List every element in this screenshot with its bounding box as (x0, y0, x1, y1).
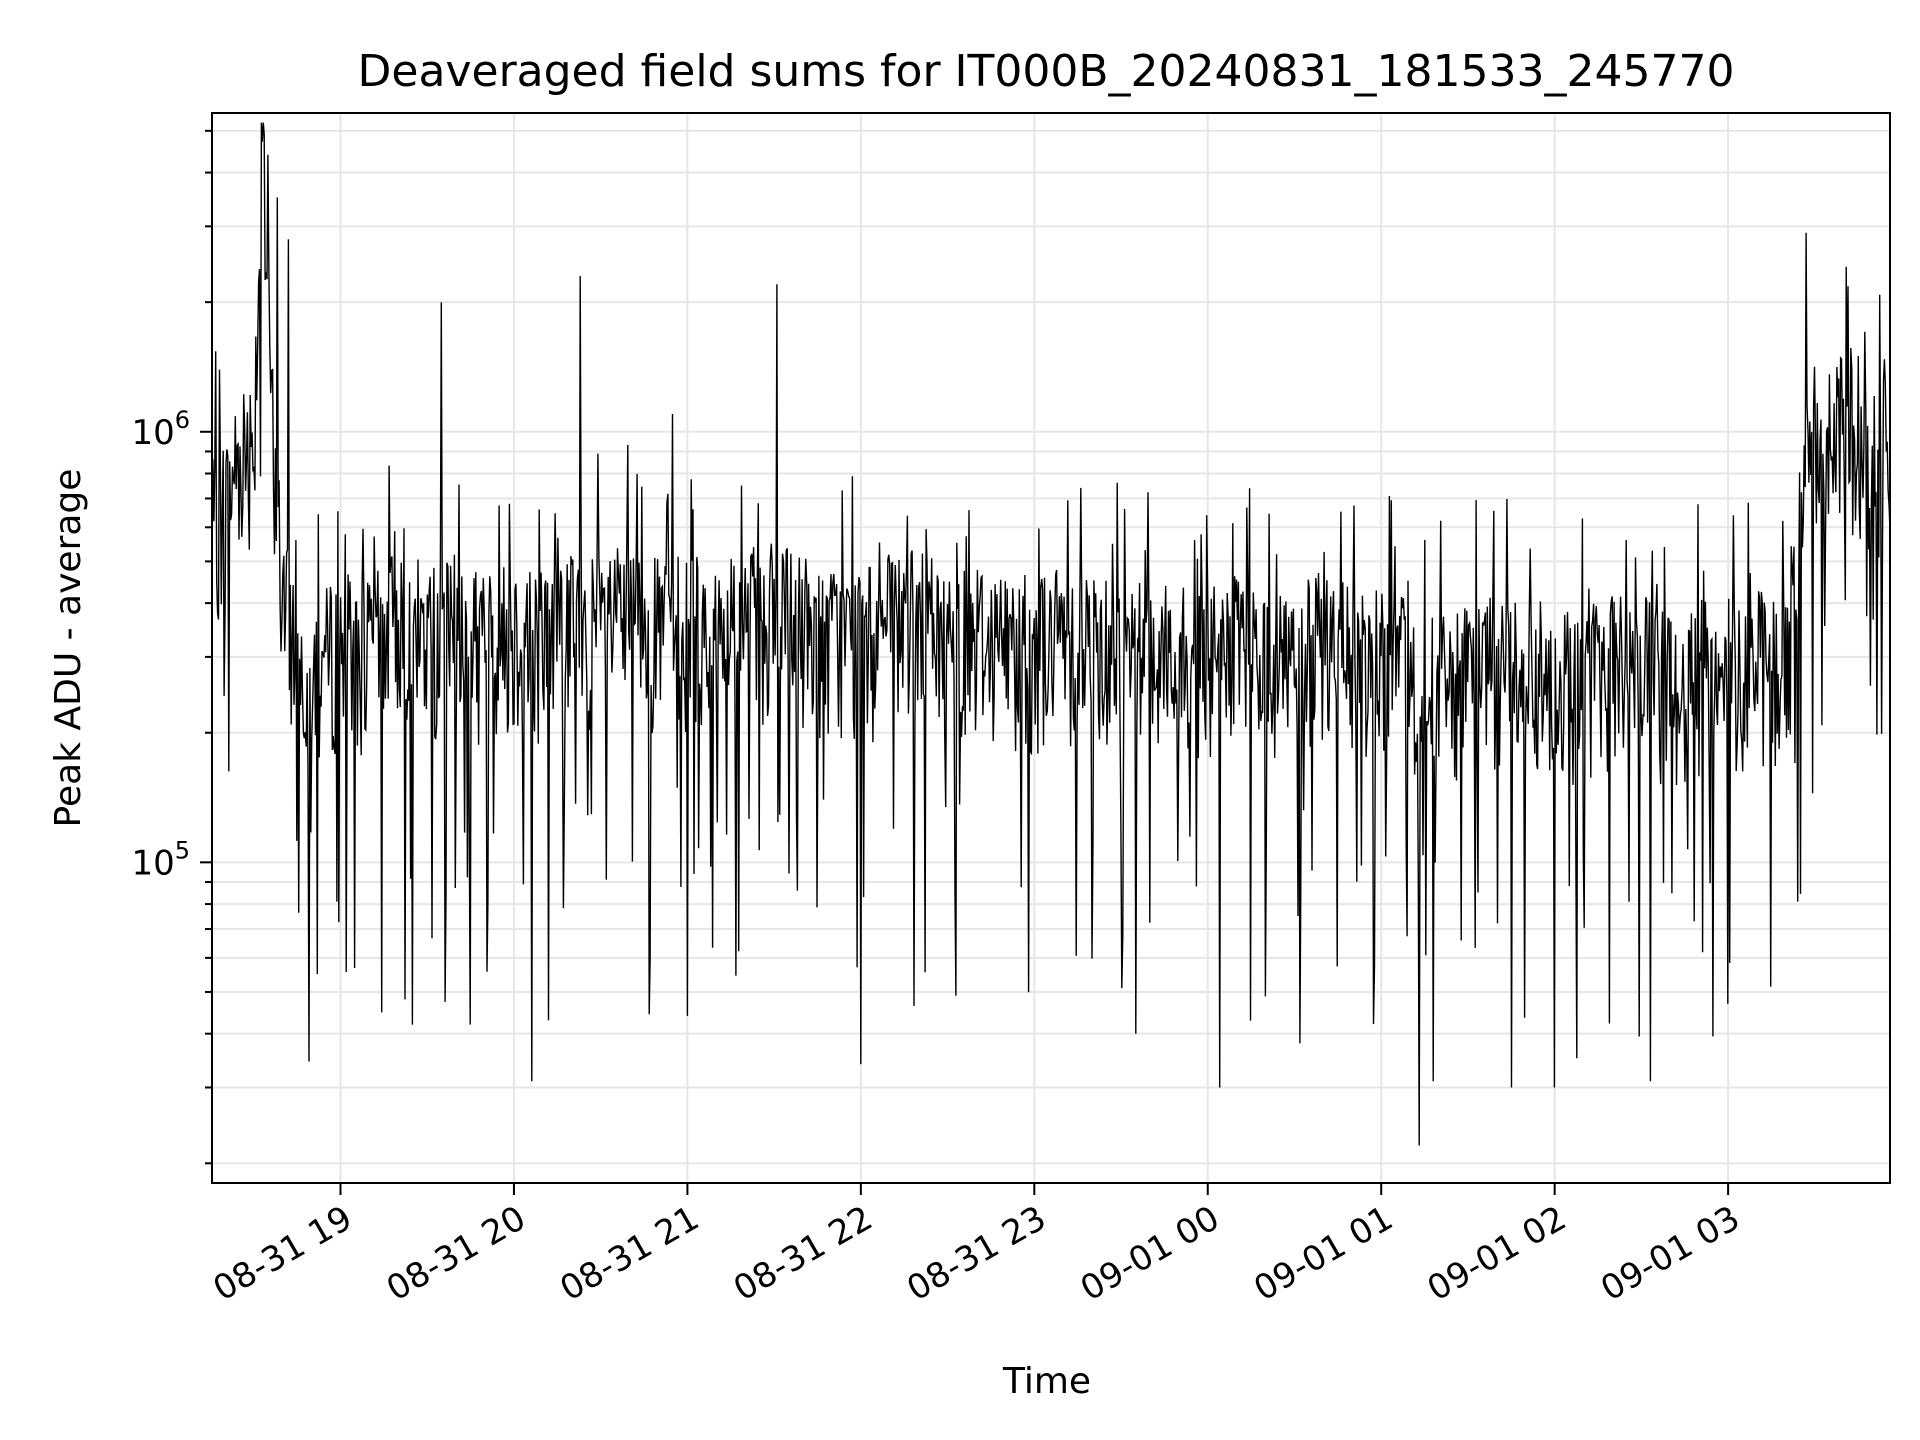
x-axis-label: Time (1002, 1361, 1091, 1402)
series-line (211, 122, 1891, 1146)
plot-frame (211, 112, 1891, 1184)
y-axis: 105 106 (131, 129, 212, 1165)
y-tick-label: 106 (131, 406, 190, 453)
chart-title: Deaveraged field sums for IT000B_2024083… (358, 46, 1735, 97)
series-layer (211, 122, 1891, 1146)
y-axis-label: Peak ADU - average (48, 469, 89, 828)
y-tick-label: 105 (131, 836, 190, 883)
